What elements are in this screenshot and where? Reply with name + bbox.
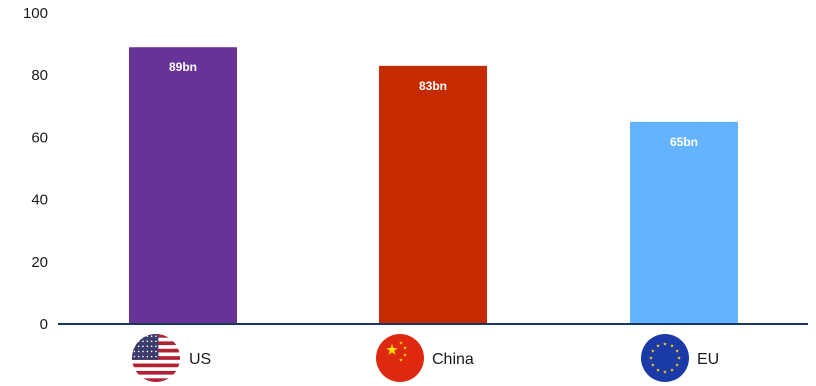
us-flag-icon <box>132 334 180 382</box>
y-tick-label: 0 <box>40 316 48 333</box>
bar-eu <box>630 121 738 324</box>
eu-flag-icon <box>641 334 689 382</box>
data-label: 65bn <box>670 135 698 149</box>
y-tick-label: 60 <box>31 129 48 146</box>
y-tick-label: 100 <box>23 5 48 22</box>
category-label: China <box>432 351 474 368</box>
data-label: 89bn <box>169 60 197 74</box>
bars <box>129 47 738 325</box>
y-axis-ticks: 0 20 40 60 80 100 <box>23 5 48 333</box>
category-labels: US China EU <box>132 334 719 382</box>
y-tick-label: 40 <box>31 192 48 209</box>
bar-us <box>129 47 237 325</box>
bar-china <box>379 65 487 325</box>
y-tick-label: 20 <box>31 254 48 271</box>
category-label: EU <box>697 351 719 368</box>
y-tick-label: 80 <box>31 67 48 84</box>
china-flag-icon <box>376 334 424 382</box>
category-label: US <box>189 351 211 368</box>
data-label: 83bn <box>419 79 447 93</box>
data-labels: 89bn 83bn 65bn <box>169 60 698 149</box>
